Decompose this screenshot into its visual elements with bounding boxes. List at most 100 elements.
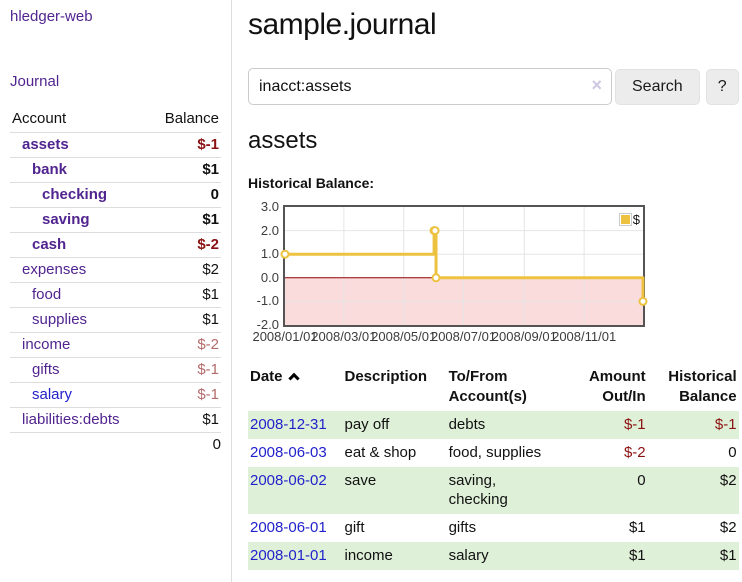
chart-legend: $	[618, 212, 640, 227]
table-row: 2008-06-01 gift gifts $1 $2	[248, 514, 739, 542]
date-link[interactable]: 2008-06-02	[250, 472, 327, 489]
x-tick-label: 2008/07/01	[430, 329, 497, 344]
page-title: sample.journal	[248, 8, 437, 41]
account-link[interactable]: checking	[42, 186, 108, 203]
chart-point	[431, 273, 441, 283]
search-button[interactable]: Search	[615, 68, 700, 105]
account-link[interactable]: cash	[32, 236, 67, 253]
account-link[interactable]: liabilities:debts	[22, 411, 120, 428]
description-cell: gift	[344, 519, 365, 536]
accounts-total-value: 0	[147, 432, 221, 457]
account-column-header: Account	[12, 110, 67, 127]
help-button[interactable]: ?	[705, 68, 739, 105]
y-tick-label: 3.0	[260, 199, 279, 214]
balance-cell: $2	[719, 519, 737, 536]
account-row: checking 0	[10, 182, 221, 208]
search-input[interactable]	[248, 68, 612, 105]
account-balance: $1	[147, 407, 221, 433]
y-tick-label: -1.0	[256, 293, 279, 309]
balance-cell: $-1	[714, 416, 737, 433]
chart-point	[430, 226, 440, 236]
chart-y-axis: 3.0 2.0 1.0 0.0 -1.0 -2.0	[248, 199, 279, 349]
table-row: 2008-12-31 pay off debts $-1 $-1	[248, 411, 739, 439]
brand-link[interactable]: hledger-web	[10, 8, 93, 25]
x-tick-label: 2008/03/01	[311, 329, 377, 344]
description-cell: save	[344, 472, 377, 489]
date-link[interactable]: 2008-06-03	[250, 444, 327, 461]
accounts-table-body: assets $-1 bank $1 checking 0 saving $1 cash $-2 e…	[10, 132, 221, 433]
account-link[interactable]: income	[22, 336, 71, 353]
account-row: liabilities:debts $1	[10, 407, 221, 433]
account-link[interactable]: food	[32, 286, 62, 303]
balance-column-header: Balance	[164, 110, 219, 127]
account-link[interactable]: expenses	[22, 261, 87, 278]
accounts-cell: food, supplies	[448, 444, 542, 461]
y-tick-label: -2.0	[256, 317, 279, 332]
accounts-cell: saving, checking	[448, 472, 508, 508]
account-balance: $-1	[147, 357, 221, 383]
date-link[interactable]: 2008-01-01	[250, 547, 327, 564]
chart-point	[638, 296, 648, 306]
y-tick-label: 2.0	[260, 222, 279, 238]
sort-asc-icon	[287, 372, 300, 385]
balance-cell: $2	[719, 472, 737, 489]
sidebar-item-journal[interactable]: Journal	[10, 73, 60, 90]
account-link[interactable]: bank	[32, 161, 68, 178]
main-content: sample.journal × Search ? assets Histori…	[232, 0, 742, 582]
account-row: supplies $1	[10, 307, 221, 333]
balance-cell: $1	[719, 547, 737, 564]
account-row: food $1	[10, 282, 221, 308]
account-balance: 0	[147, 182, 221, 208]
account-balance: $1	[147, 282, 221, 308]
column-header-amount: Amount Out/In	[588, 368, 646, 405]
accounts-cell: salary	[448, 547, 489, 564]
date-link[interactable]: 2008-06-01	[250, 519, 327, 536]
description-cell: eat & shop	[344, 444, 417, 461]
y-tick-label: 1.0	[260, 246, 279, 262]
account-row: cash $-2	[10, 232, 221, 258]
date-link[interactable]: 2008-12-31	[250, 416, 327, 433]
table-row: 2008-06-02 save saving, checking 0 $2	[248, 467, 739, 514]
accounts-table-header: Account Balance	[10, 106, 221, 133]
account-link[interactable]: salary	[32, 386, 73, 403]
column-header-description: Description	[344, 368, 428, 385]
account-link[interactable]: assets	[22, 136, 69, 153]
register-table-body: 2008-12-31 pay off debts $-1 $-1 2008-06-03 ea…	[248, 411, 739, 570]
amount-cell: $-2	[623, 444, 646, 461]
amount-cell: $-1	[623, 416, 646, 433]
clear-search-icon[interactable]: ×	[591, 75, 602, 95]
chart-x-axis: 2008/01/01 2008/03/01 2008/05/01 2008/07/01…	[252, 329, 645, 349]
account-row: assets $-1	[10, 132, 221, 158]
x-tick-label: 2008/11/01	[552, 329, 617, 344]
account-link[interactable]: gifts	[32, 361, 60, 378]
balance-chart: 3.0 2.0 1.0 0.0 -1.0 -2.0 $ 2008/01/01 2008/03…	[248, 199, 739, 349]
chart-plot: $	[280, 205, 648, 327]
account-row: gifts $-1	[10, 357, 221, 383]
account-row: bank $1	[10, 157, 221, 183]
amount-cell: 0	[637, 472, 646, 489]
search-form: × Search ?	[248, 68, 739, 105]
amount-cell: $1	[628, 519, 646, 536]
account-row: income $-2	[10, 332, 221, 358]
account-link[interactable]: supplies	[32, 311, 88, 328]
description-cell: income	[344, 547, 393, 564]
account-balance: $-2	[147, 232, 221, 258]
x-tick-label: 2008/01/01	[252, 329, 318, 344]
account-balance: $1	[147, 207, 221, 233]
sidebar: hledger-web Journal Account Balance asse…	[0, 0, 232, 582]
account-balance: $-1	[147, 382, 221, 408]
amount-cell: $1	[628, 547, 646, 564]
accounts-cell: gifts	[448, 519, 477, 536]
legend-swatch-icon	[618, 213, 632, 226]
account-balance: $2	[147, 257, 221, 283]
account-balance: $-2	[147, 332, 221, 358]
y-tick-label: 0.0	[260, 269, 279, 285]
account-balance: $-1	[147, 132, 221, 158]
chart-title: Historical Balance:	[248, 175, 375, 191]
register-table: Date Description To/From Account(s) Amou…	[248, 365, 739, 570]
account-link[interactable]: saving	[42, 211, 90, 228]
account-row: expenses $2	[10, 257, 221, 283]
account-row: salary $-1	[10, 382, 221, 408]
accounts-total-row: 0	[10, 432, 221, 457]
column-header-date[interactable]: Date	[248, 365, 345, 411]
